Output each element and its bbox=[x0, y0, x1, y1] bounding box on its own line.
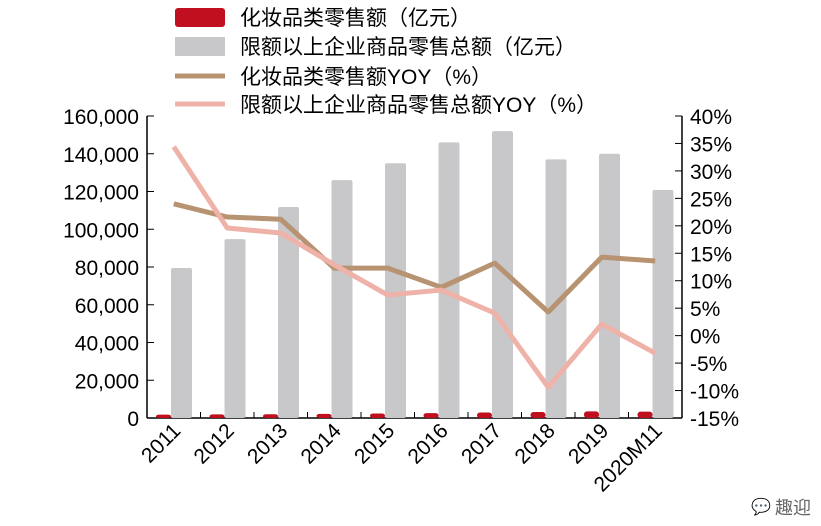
x-tick-label: 2013 bbox=[243, 419, 292, 468]
left-tick-label: 140,000 bbox=[63, 144, 139, 167]
right-tick-label: 35% bbox=[690, 133, 732, 156]
legend-label: 化妆品类零售额YOY（%） bbox=[240, 66, 492, 89]
total-retail-bar bbox=[492, 131, 513, 418]
x-tick-label: 2014 bbox=[296, 419, 346, 469]
legend-label: 化妆品类零售额（亿元） bbox=[240, 7, 471, 30]
cosmetics-sales-bar bbox=[423, 413, 439, 418]
right-tick-label: 20% bbox=[690, 216, 732, 239]
cosmetics-yoy-line bbox=[173, 201, 656, 315]
total-retail-bar bbox=[545, 159, 567, 418]
cosmetics-sales-bar bbox=[370, 413, 385, 418]
cosmetics-sales-bar bbox=[156, 414, 171, 418]
total-retail-bar bbox=[224, 239, 246, 418]
total-retail-bar bbox=[171, 267, 192, 418]
right-tick-label: 10% bbox=[690, 271, 732, 294]
cosmetics-sales-bar bbox=[584, 411, 599, 418]
legend-swatch-cosmetics-sales bbox=[175, 8, 225, 27]
total-retail-bar bbox=[599, 153, 620, 418]
left-tick-label: 100,000 bbox=[63, 219, 139, 242]
right-tick-label: 25% bbox=[690, 188, 732, 211]
cosmetics-sales-bar bbox=[263, 414, 278, 418]
x-tick-label: 2019 bbox=[564, 419, 613, 468]
right-tick-label: 30% bbox=[690, 161, 732, 184]
cosmetics-sales-bar bbox=[209, 414, 225, 418]
cosmetics-sales-bar bbox=[477, 412, 492, 418]
left-tick-label: 60,000 bbox=[75, 295, 139, 318]
total-retail-bar bbox=[438, 142, 460, 419]
cosmetics-sales-bar bbox=[316, 413, 332, 418]
x-tick-label: 2018 bbox=[510, 419, 559, 468]
x-tick-label: 2017 bbox=[457, 419, 506, 468]
left-tick-label: 0 bbox=[127, 408, 139, 431]
right-tick-label: 40% bbox=[690, 106, 732, 129]
x-tick-label: 2011 bbox=[137, 419, 185, 467]
right-tick-label: 0% bbox=[690, 326, 720, 349]
left-tick-label: 20,000 bbox=[75, 370, 139, 393]
legend-label: 限额以上企业商品零售总额YOY（%） bbox=[240, 94, 597, 117]
total-retail-yoy-line bbox=[171, 145, 657, 390]
watermark-text: 趣迎 bbox=[775, 498, 811, 518]
wechat-icon: 💬 bbox=[751, 499, 771, 516]
total-retail-bar bbox=[331, 180, 353, 418]
right-tick-label: 15% bbox=[690, 243, 732, 266]
right-tick-label: -5% bbox=[690, 353, 727, 376]
total-retail-bar bbox=[385, 163, 406, 418]
left-tick-label: 40,000 bbox=[75, 333, 139, 356]
right-tick-label: 5% bbox=[690, 298, 720, 321]
x-tick-label: 2015 bbox=[350, 419, 399, 468]
left-tick-label: 160,000 bbox=[63, 106, 139, 129]
x-tick-label: 2016 bbox=[403, 419, 452, 468]
total-retail-bar bbox=[278, 206, 299, 418]
right-tick-label: -15% bbox=[690, 408, 739, 431]
right-tick-label: -10% bbox=[690, 381, 739, 404]
legend-swatch-total-retail bbox=[175, 37, 225, 56]
total-retail-bar bbox=[652, 189, 674, 418]
watermark: 💬 趣迎 bbox=[751, 494, 811, 520]
left-tick-label: 80,000 bbox=[75, 257, 139, 280]
left-tick-label: 120,000 bbox=[63, 182, 139, 205]
legend-label: 限额以上企业商品零售总额（亿元） bbox=[240, 36, 576, 59]
x-tick-label: 2012 bbox=[189, 419, 238, 468]
cosmetics-sales-bar bbox=[637, 411, 653, 418]
cosmetics-sales-bar bbox=[530, 411, 546, 418]
